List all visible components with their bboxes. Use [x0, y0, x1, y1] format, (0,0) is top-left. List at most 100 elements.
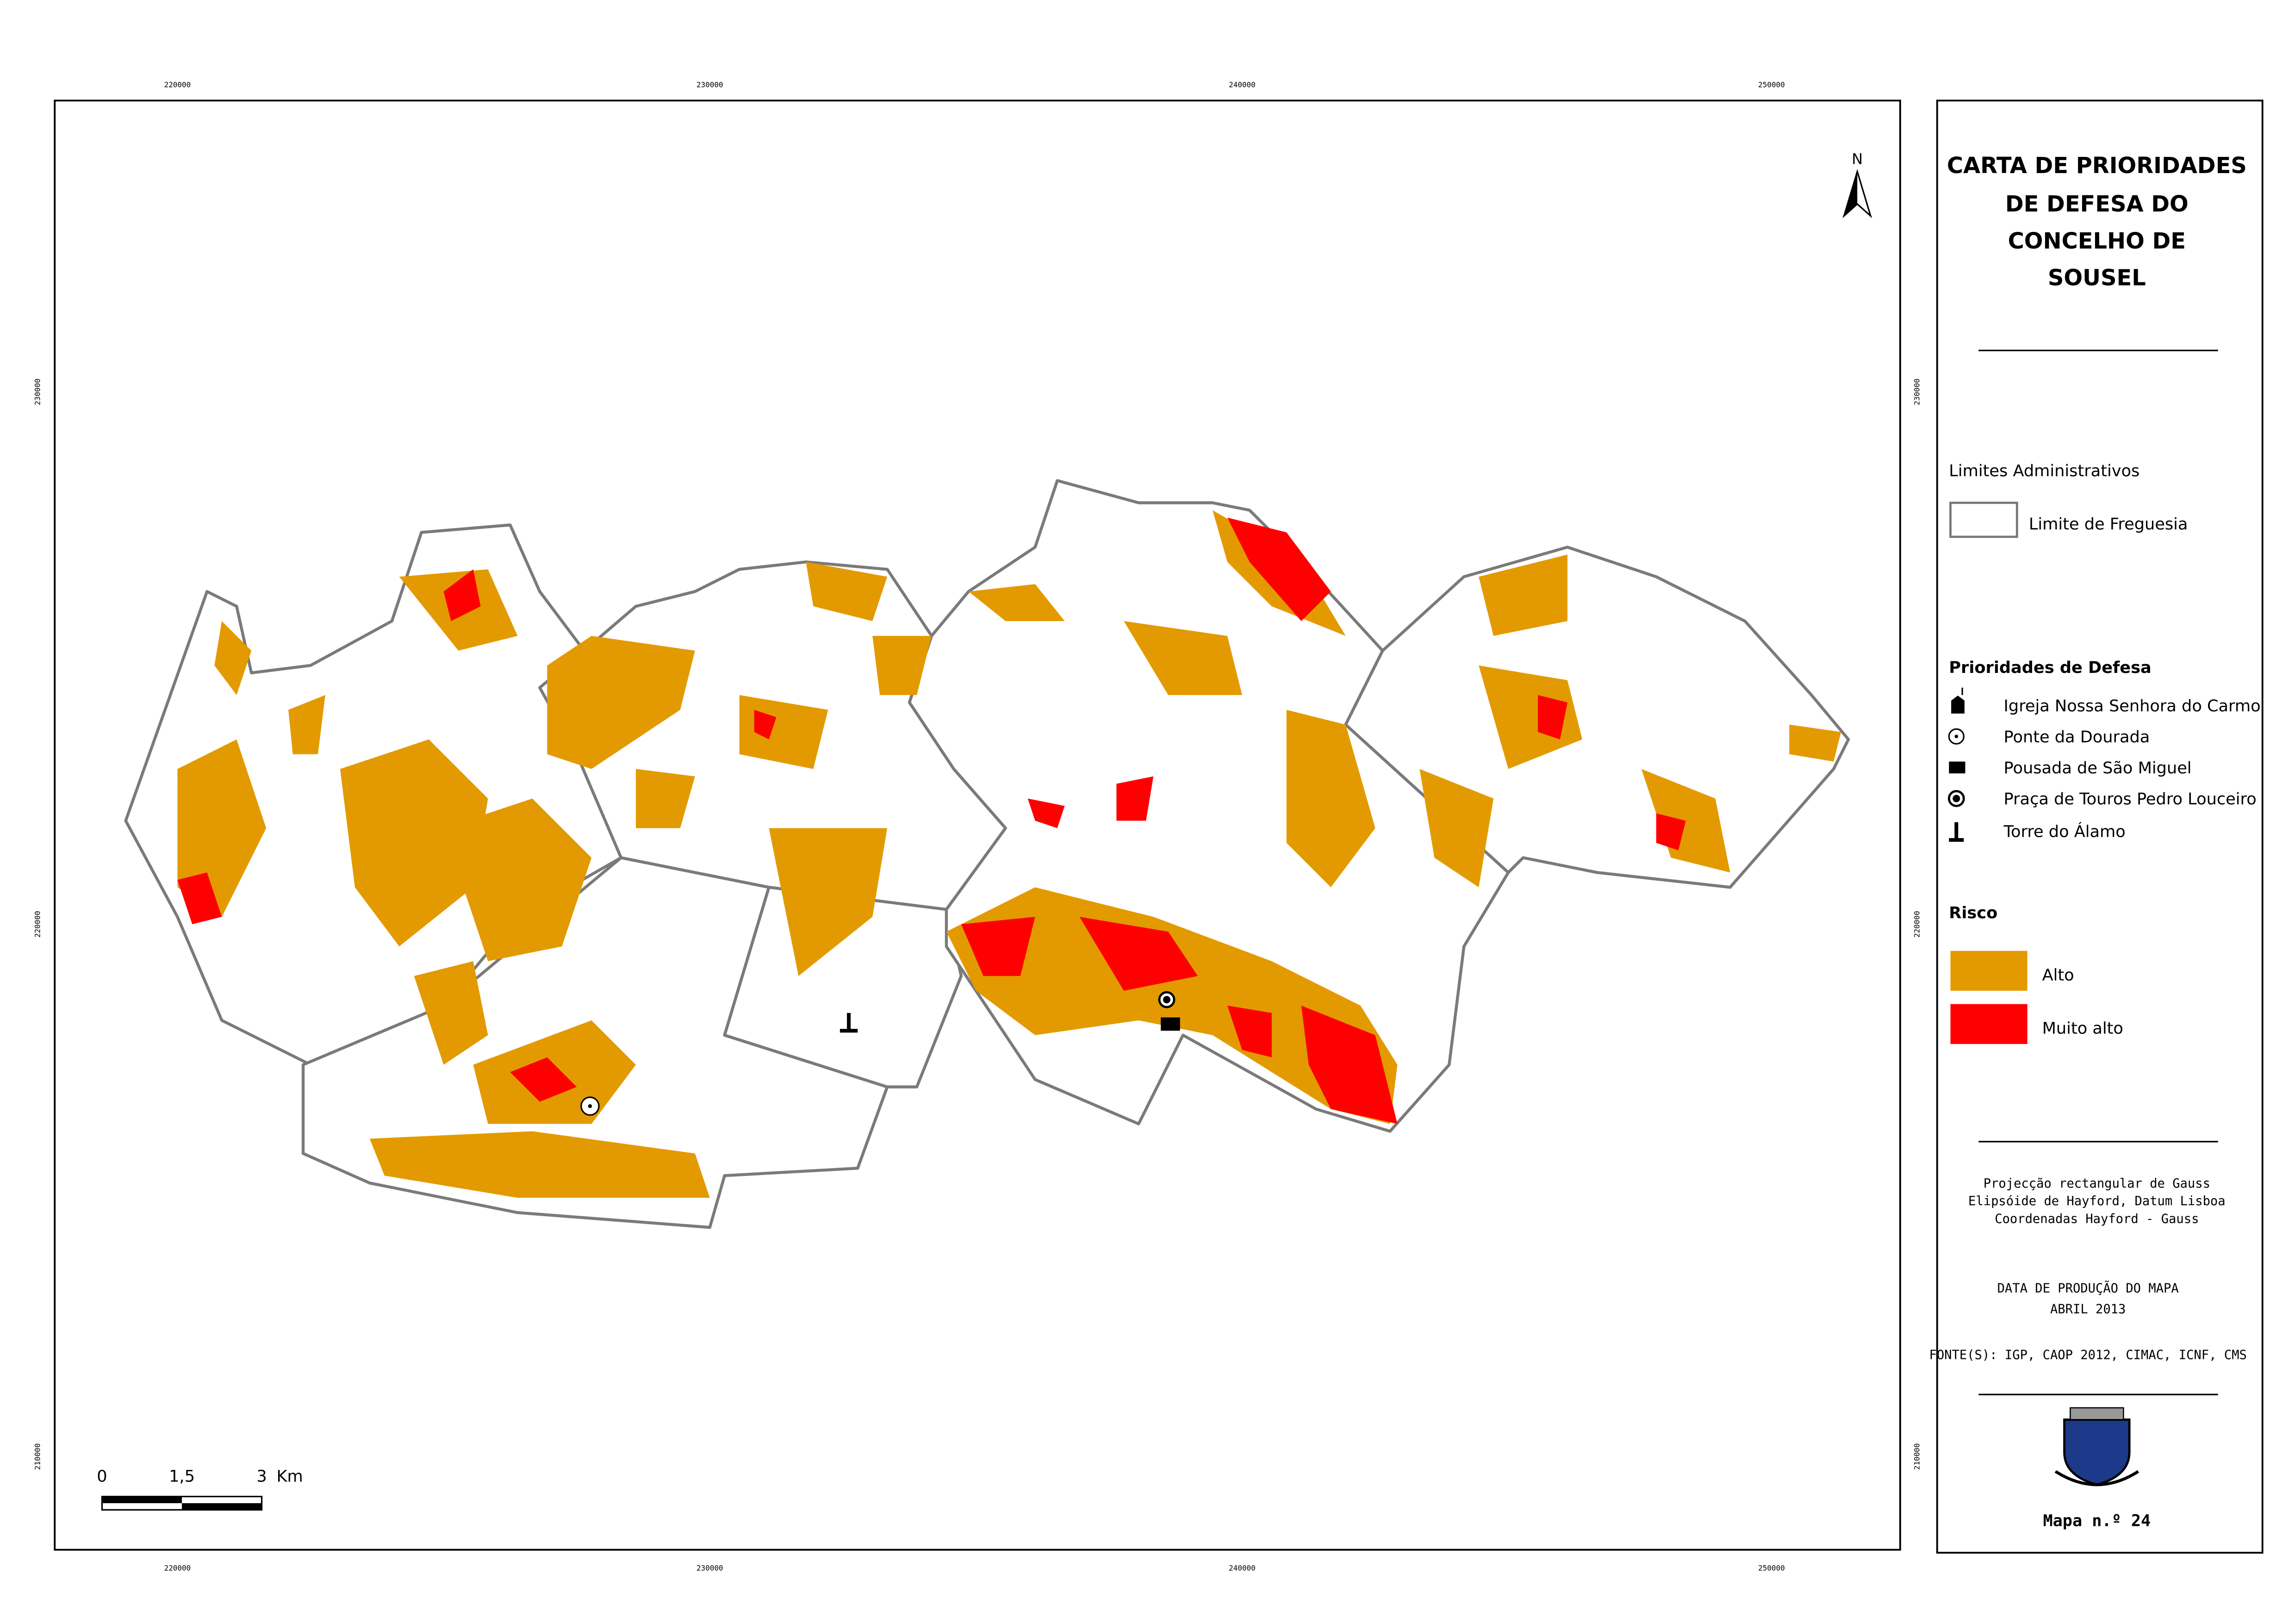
logo-crown	[2070, 1407, 2124, 1420]
risk-area	[443, 798, 592, 961]
x-grid-label: 220000	[164, 81, 191, 89]
projection-note: Projecção rectangular de Gauss Elipsóide…	[1929, 1176, 2247, 1363]
risk-area	[1301, 1005, 1398, 1124]
legend-heading: Prioridades de Defesa	[1949, 658, 2151, 677]
legend-symbol	[1954, 734, 1959, 739]
x-grid-label: 250000	[1758, 1563, 1785, 1572]
risk-area	[1227, 517, 1331, 621]
title-line: CARTA DE PRIORIDADES	[1947, 153, 2247, 179]
risk-area	[1656, 813, 1686, 851]
risk-area	[1079, 917, 1198, 991]
legend-symbol	[1949, 761, 1965, 774]
symbol-inn	[1161, 1017, 1180, 1031]
risk-area	[340, 739, 488, 946]
risk-area	[1286, 709, 1375, 888]
legend-symbol	[1949, 822, 1964, 842]
risk-area	[443, 569, 481, 621]
risk-area	[1227, 1005, 1272, 1058]
x-grid-label: 250000	[1758, 81, 1785, 89]
legend-heading: Limites Administrativos	[1949, 461, 2140, 480]
legend-item: Torre do Álamo	[2003, 821, 2126, 841]
title-line: CONCELHO DE	[2008, 229, 2186, 254]
north-arrow: N	[1842, 150, 1872, 218]
title-line: DE DEFESA DO	[2005, 192, 2189, 217]
legend-panel	[1936, 100, 2264, 1554]
y-grid-label: 230000	[33, 379, 42, 405]
x-grid-label: 240000	[1229, 1563, 1256, 1572]
risk-area	[369, 1131, 710, 1198]
x-grid-label: 240000	[1229, 81, 1256, 89]
risk-area	[177, 739, 267, 917]
risk-area	[872, 635, 932, 695]
risk-area	[288, 695, 325, 754]
legend-swatch	[1950, 951, 2028, 991]
risk-area	[769, 828, 888, 976]
legend-swatch	[1950, 1004, 2028, 1044]
note-line: DATA DE PRODUÇÃO DO MAPA	[1997, 1281, 2179, 1296]
risk-area	[1116, 776, 1154, 821]
symbol-bridge	[588, 1104, 592, 1108]
municipal-logo	[2054, 1407, 2140, 1487]
map-number: Mapa n.º 24	[2043, 1511, 2151, 1530]
note-line: FONTE(S): IGP, CAOP 2012, CIMAC, ICNF, C…	[1929, 1348, 2247, 1362]
legend-item: Praça de Touros Pedro Louceiro	[2004, 790, 2257, 809]
risk-very-high-areas	[177, 517, 1686, 1124]
risk-area	[1479, 554, 1567, 636]
y-grid-label: 220000	[1912, 911, 1921, 938]
x-grid-label: 230000	[697, 81, 723, 89]
legend-item: Pousada de São Miguel	[2004, 759, 2192, 778]
risk-area	[1789, 724, 1841, 762]
legend-symbol	[1951, 687, 1965, 714]
scale-label: 0	[97, 1467, 107, 1486]
symbol-tower	[840, 1013, 858, 1033]
risk-area	[635, 769, 695, 828]
scale-segment	[102, 1496, 182, 1503]
risk-area	[177, 872, 222, 925]
title-line: SOUSEL	[2048, 266, 2146, 291]
scale-unit: Km	[277, 1467, 303, 1486]
logo-ribbon	[2054, 1470, 2140, 1487]
map-symbols	[580, 991, 1180, 1116]
note-line: Elipsóide de Hayford, Datum Lisboa	[1968, 1194, 2226, 1208]
risk-area	[968, 584, 1065, 621]
risk-area	[1124, 621, 1242, 695]
y-grid-label: 220000	[33, 911, 42, 938]
risk-high-areas	[177, 510, 1841, 1198]
legend-item: Ponte da Dourada	[2004, 728, 2150, 747]
y-grid-label: 230000	[1912, 379, 1921, 405]
scale-label: 1,5	[169, 1467, 195, 1486]
scale-label: 3	[256, 1467, 267, 1486]
risk-area	[754, 709, 777, 740]
grid-labels: 220000 230000 240000 250000 220000 23000…	[33, 81, 1921, 1573]
risk-area	[510, 1057, 577, 1102]
risk-area	[547, 635, 695, 769]
risk-area	[1479, 665, 1582, 769]
legend-item: Limite de Freguesia	[2029, 515, 2188, 534]
title: CARTA DE PRIORIDADES DE DEFESA DO CONCEL…	[1947, 153, 2247, 291]
legend-item: Alto	[2042, 965, 2074, 984]
risk-area	[1419, 769, 1494, 888]
scale-bar: 0 1,5 3 Km	[97, 1467, 303, 1511]
note-line: ABRIL 2013	[2050, 1302, 2126, 1316]
symbol-bullring	[1163, 996, 1171, 1003]
legend-item: Igreja Nossa Senhora do Carmo	[2004, 697, 2261, 716]
logo-shield	[2063, 1419, 2131, 1486]
x-grid-label: 220000	[164, 1563, 191, 1572]
note-line: Coordenadas Hayford - Gauss	[1995, 1212, 2199, 1226]
legend-heading: Risco	[1949, 903, 1997, 922]
x-grid-label: 230000	[697, 1563, 723, 1572]
legend-item: Muito alto	[2042, 1019, 2123, 1038]
risk-area	[1538, 695, 1567, 740]
north-label: N	[1852, 150, 1863, 168]
y-grid-label: 210000	[33, 1443, 42, 1470]
scale-segment	[182, 1503, 262, 1510]
risk-area	[414, 961, 488, 1065]
risk-area	[961, 917, 1035, 976]
risk-area	[214, 621, 252, 695]
legend-symbol	[1953, 795, 1960, 803]
note-line: Projecção rectangular de Gauss	[1984, 1176, 2210, 1191]
risk-area	[806, 562, 888, 621]
y-grid-label: 210000	[1912, 1443, 1921, 1470]
